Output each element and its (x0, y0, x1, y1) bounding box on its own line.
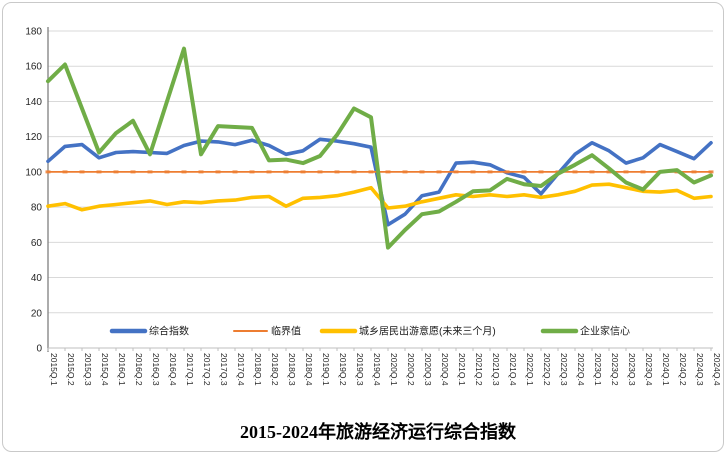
x-tick-label: 2015Q.3 (83, 353, 93, 386)
x-tick-label: 2016Q.3 (151, 353, 161, 386)
y-tick-label: 100 (25, 167, 42, 178)
y-tick-label: 80 (31, 203, 43, 214)
x-tick-label: 2020Q.3 (423, 353, 433, 386)
x-tick-label: 2019Q.1 (321, 353, 331, 386)
x-tick-label: 2023Q.4 (644, 353, 654, 386)
x-tick-label: 2024Q.2 (678, 353, 688, 386)
x-tick-label: 2017Q.1 (185, 353, 195, 386)
x-tick-label: 2019Q.2 (338, 353, 348, 386)
x-tick-label: 2021Q.1 (457, 353, 467, 386)
y-tick-label: 20 (31, 308, 43, 319)
x-tick-label: 2017Q.4 (236, 353, 246, 386)
x-tick-label: 2015Q.1 (49, 353, 59, 386)
legend-item-travel-willingness: 城乡居民出游意愿(未来三个月) (319, 325, 496, 338)
x-tick-label: 2022Q.4 (576, 353, 586, 386)
x-tick-label: 2023Q.1 (593, 353, 603, 386)
x-tick-label: 2020Q.1 (389, 353, 399, 386)
y-tick-label: 0 (36, 344, 42, 355)
x-tick-label: 2019Q.3 (355, 353, 365, 386)
x-tick-label: 2015Q.4 (100, 353, 110, 386)
x-axis-tick-labels: 2015Q.1 2015Q.2 2015Q.3 2015Q.4 2016Q.1 2016Q… (47, 348, 722, 386)
x-tick-label: 2016Q.2 (134, 353, 144, 386)
x-tick-label: 2024Q.1 (661, 353, 671, 386)
y-axis-tick-labels: 0 20 40 60 80 100 120 140 160 180 (25, 27, 42, 355)
x-tick-label: 2022Q.2 (542, 353, 552, 386)
y-tick-label: 60 (31, 238, 43, 249)
x-tick-label: 2016Q.4 (168, 353, 178, 386)
legend-item-entrepreneur-confidence: 企业家信心 (540, 325, 630, 338)
legend-label-critical-value: 临界值 (271, 325, 301, 338)
x-tick-label: 2015Q.2 (66, 353, 76, 386)
y-tick-label: 140 (25, 97, 42, 108)
y-tick-label: 120 (25, 132, 42, 143)
legend-label-entrepreneur-confidence: 企业家信心 (580, 325, 630, 338)
x-tick-label: 2021Q.3 (491, 353, 501, 386)
x-tick-label: 2021Q.2 (474, 353, 484, 386)
legend-label-composite-index: 综合指数 (149, 325, 189, 338)
series-line-entrepreneur-confidence (46, 46, 713, 250)
x-tick-label: 2021Q.4 (508, 353, 518, 386)
x-tick-label: 2023Q.3 (627, 353, 637, 386)
y-tick-label: 160 (25, 62, 42, 73)
chart-legend: 综合指数 临界值 城乡居民出游意愿(未来三个月) 企业家信心 (109, 325, 630, 338)
x-tick-label: 2024Q.4 (712, 353, 722, 386)
x-tick-label: 2022Q.1 (525, 353, 535, 386)
x-tick-label: 2018Q.3 (287, 353, 297, 386)
x-tick-label: 2020Q.4 (440, 353, 450, 386)
x-tick-label: 2017Q.2 (202, 353, 212, 386)
x-tick-label: 2017Q.3 (219, 353, 229, 386)
x-tick-label: 2018Q.1 (253, 353, 263, 386)
x-tick-label: 2016Q.1 (117, 353, 127, 386)
chart-title: 2015-2024年旅游经济运行综合指数 (240, 421, 517, 442)
x-tick-label: 2020Q.2 (406, 353, 416, 386)
x-tick-label: 2022Q.3 (559, 353, 569, 386)
legend-item-critical-value: 临界值 (233, 325, 301, 338)
x-tick-label: 2018Q.2 (270, 353, 280, 386)
series-lines (45, 46, 714, 250)
x-tick-label: 2019Q.4 (372, 353, 382, 386)
x-tick-label: 2018Q.4 (304, 353, 314, 386)
y-tick-label: 40 (31, 273, 43, 284)
x-tick-label: 2023Q.2 (610, 353, 620, 386)
legend-item-composite-index: 综合指数 (109, 325, 189, 338)
x-tick-label: 2024Q.3 (695, 353, 705, 386)
legend-label-travel-willingness: 城乡居民出游意愿(未来三个月) (359, 325, 496, 338)
y-tick-label: 180 (25, 27, 42, 38)
